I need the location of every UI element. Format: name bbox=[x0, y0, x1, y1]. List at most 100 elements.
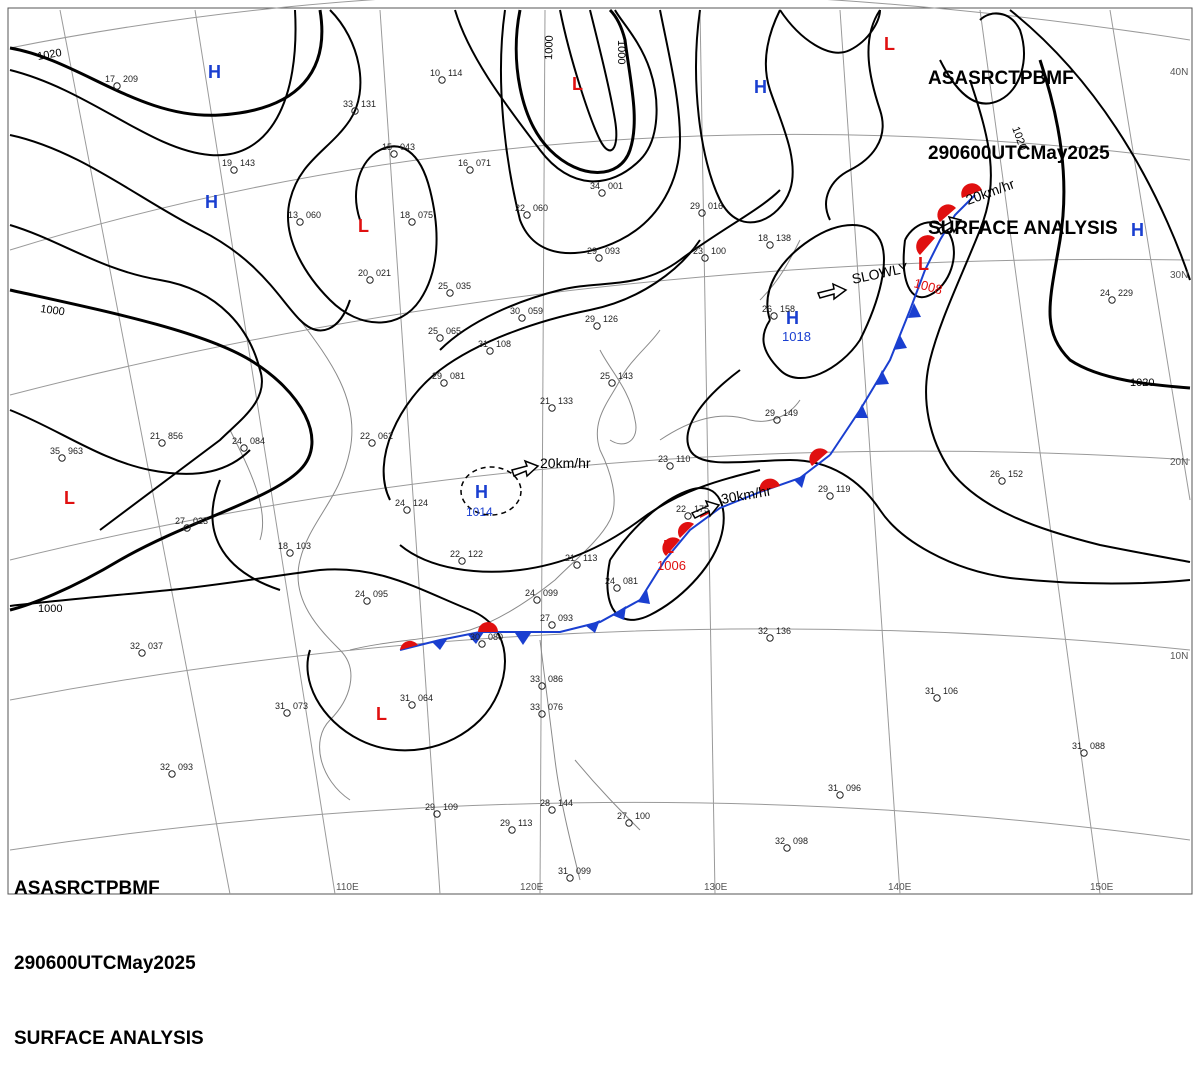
station-plot: 29 149 bbox=[765, 408, 798, 424]
station-temperature: 27 bbox=[540, 613, 550, 623]
station-pressure: 065 bbox=[446, 326, 461, 336]
station-circle bbox=[408, 218, 416, 226]
station-temperature: 26 bbox=[762, 304, 772, 314]
station-plot: 22 122 bbox=[450, 549, 483, 565]
station-plot: 29 113 bbox=[500, 818, 532, 834]
station-pressure: 143 bbox=[618, 371, 633, 381]
station-circle bbox=[666, 462, 674, 470]
station-circle bbox=[593, 322, 601, 330]
station-plot: 30 059 bbox=[510, 306, 543, 322]
station-pressure: 023 bbox=[193, 516, 208, 526]
station-pressure: 126 bbox=[603, 314, 618, 324]
station-pressure: 060 bbox=[306, 210, 321, 220]
station-circle bbox=[403, 506, 411, 514]
station-pressure: 131 bbox=[361, 99, 376, 109]
station-plot: 31 064 bbox=[400, 693, 433, 709]
station-pressure: 113 bbox=[518, 818, 532, 828]
station-plot: 25 035 bbox=[438, 281, 471, 297]
station-pressure: 138 bbox=[776, 233, 791, 243]
station-plot: 18 103 bbox=[278, 541, 311, 557]
high-pressure-value: 1018 bbox=[782, 329, 811, 344]
lat-lon-labels: 40N 30N 20N 10N 110E 120E 130E 140E 150E bbox=[336, 67, 1188, 893]
lon-label: 130E bbox=[704, 882, 728, 893]
header-word: 290600UTC bbox=[928, 143, 1031, 164]
station-pressure: 093 bbox=[605, 246, 620, 256]
station-pressure: 043 bbox=[400, 142, 415, 152]
station-temperature: 29 bbox=[690, 201, 700, 211]
station-plot: 20 021 bbox=[358, 268, 391, 284]
station-pressure: 106 bbox=[943, 686, 958, 696]
low-pressure-center: L bbox=[918, 254, 929, 274]
station-circle bbox=[183, 524, 191, 532]
lat-label: 40N bbox=[1170, 67, 1188, 78]
station-circle bbox=[523, 211, 531, 219]
station-pressure: 093 bbox=[178, 762, 193, 772]
station-plot: 29 016 bbox=[690, 201, 723, 217]
station-plot: 24 099 bbox=[525, 588, 558, 604]
station-plot: 26 152 bbox=[990, 469, 1023, 485]
station-temperature: 24 bbox=[355, 589, 365, 599]
station-circle bbox=[458, 557, 466, 565]
station-pressure: 076 bbox=[548, 702, 563, 712]
lon-label: 110E bbox=[336, 882, 359, 893]
lon-label: 140E bbox=[888, 882, 912, 893]
station-circle bbox=[533, 596, 541, 604]
lon-label: 150E bbox=[1090, 882, 1114, 893]
station-plot: 24 124 bbox=[395, 498, 428, 514]
station-plot: 32 098 bbox=[775, 836, 808, 852]
station-temperature: 34 bbox=[590, 181, 600, 191]
station-temperature: 32 bbox=[775, 836, 785, 846]
isobars bbox=[9, 8, 1191, 752]
station-plot: 27 093 bbox=[540, 613, 573, 629]
station-circle bbox=[368, 439, 376, 447]
fronts bbox=[399, 183, 982, 651]
station-plot: 33 086 bbox=[530, 674, 563, 690]
station-circle bbox=[433, 810, 441, 818]
station-plot: 24 084 bbox=[232, 436, 265, 452]
station-circle bbox=[486, 347, 494, 355]
isobar-label: 1020 bbox=[1130, 377, 1154, 389]
station-circle bbox=[240, 444, 248, 452]
station-circle bbox=[446, 289, 454, 297]
station-circle bbox=[698, 209, 706, 217]
station-circle bbox=[836, 791, 844, 799]
station-circle bbox=[508, 826, 516, 834]
station-pressure: 119 bbox=[836, 484, 850, 494]
station-plot: 18 138 bbox=[758, 233, 791, 249]
station-circle bbox=[998, 477, 1006, 485]
station-pressure: 100 bbox=[635, 811, 650, 821]
station-pressure: 035 bbox=[456, 281, 471, 291]
station-circle bbox=[286, 549, 294, 557]
station-plot: 31 073 bbox=[275, 701, 308, 717]
station-circle bbox=[625, 819, 633, 827]
station-circle bbox=[783, 844, 791, 852]
station-temperature: 22 bbox=[676, 504, 686, 514]
station-temperature: 19 bbox=[222, 158, 232, 168]
station-plot: 29 109 bbox=[425, 802, 458, 818]
low-pressure-center: L bbox=[663, 537, 674, 557]
station-temperature: 18 bbox=[278, 541, 288, 551]
station-circle bbox=[168, 770, 176, 778]
station-pressure: 037 bbox=[148, 641, 163, 651]
station-circle bbox=[466, 166, 474, 174]
station-pressure: 096 bbox=[846, 783, 861, 793]
station-plot: 21 133 bbox=[540, 396, 573, 412]
isobar-label: 1000 bbox=[543, 35, 556, 60]
station-temperature: 31 bbox=[478, 339, 488, 349]
station-circle bbox=[566, 874, 574, 882]
station-pressure: 099 bbox=[576, 866, 591, 876]
station-circle bbox=[548, 621, 556, 629]
station-plot: 21 113 bbox=[565, 553, 597, 569]
station-circle bbox=[230, 166, 238, 174]
low-pressure-value: 1006 bbox=[657, 558, 686, 573]
station-plot: 32 037 bbox=[130, 641, 163, 657]
station-temperature: 22 bbox=[515, 203, 525, 213]
station-temperature: 32 bbox=[130, 641, 140, 651]
high-pressure-center: H bbox=[754, 77, 767, 97]
station-pressure: 081 bbox=[623, 576, 638, 586]
station-temperature: 31 bbox=[400, 693, 410, 703]
station-circle bbox=[773, 416, 781, 424]
station-plot: 24 095 bbox=[355, 589, 388, 605]
station-pressure: 124 bbox=[413, 498, 428, 508]
station-plot: 27 100 bbox=[617, 811, 650, 827]
